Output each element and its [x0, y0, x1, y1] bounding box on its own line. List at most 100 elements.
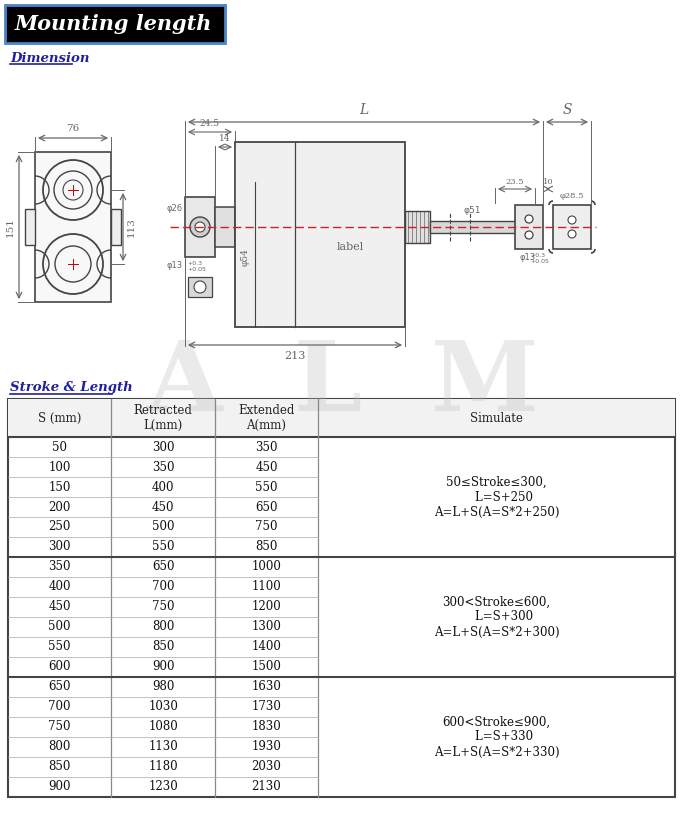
Text: 1300: 1300: [251, 620, 281, 633]
Text: φ13: φ13: [520, 253, 536, 262]
Text: 600<Stroke≤900,
    L=S+330
A=L+S(A=S*2+330): 600<Stroke≤900, L=S+330 A=L+S(A=S*2+330): [434, 716, 559, 758]
Text: 750: 750: [255, 520, 278, 534]
Text: 200: 200: [48, 501, 71, 514]
Text: φ13: φ13: [167, 261, 183, 270]
Text: 1130: 1130: [148, 740, 178, 753]
Text: L: L: [359, 103, 369, 117]
Text: 500: 500: [152, 520, 174, 534]
Text: 1630: 1630: [251, 681, 281, 694]
Text: 750: 750: [152, 600, 174, 614]
Text: Mounting length: Mounting length: [15, 14, 212, 34]
Text: 800: 800: [152, 620, 174, 633]
Text: 450: 450: [48, 600, 71, 614]
Circle shape: [190, 217, 210, 237]
Text: 1730: 1730: [251, 700, 281, 713]
Text: Dimension: Dimension: [10, 51, 89, 65]
Text: 350: 350: [48, 560, 71, 574]
Bar: [515, 205, 543, 249]
Text: φ51: φ51: [464, 206, 482, 215]
Text: 150: 150: [48, 480, 71, 493]
Text: A: A: [147, 337, 222, 431]
Text: 980: 980: [152, 681, 174, 694]
Text: 550: 550: [48, 641, 71, 654]
Text: L: L: [294, 337, 362, 431]
Text: 550: 550: [152, 541, 174, 553]
Text: 1830: 1830: [251, 721, 281, 734]
Bar: [215, 207, 235, 247]
Bar: [8, 399, 675, 437]
Text: 1180: 1180: [148, 761, 178, 774]
Text: 24.5: 24.5: [200, 119, 220, 128]
Bar: [405, 211, 430, 243]
Text: 700: 700: [152, 581, 174, 593]
Text: 50: 50: [52, 440, 67, 453]
Text: 850: 850: [255, 541, 278, 553]
Text: 1200: 1200: [251, 600, 281, 614]
Text: 800: 800: [48, 740, 71, 753]
Text: 450: 450: [255, 461, 278, 474]
Text: φ26: φ26: [167, 204, 183, 213]
Text: 14: 14: [219, 134, 231, 143]
Bar: [25, 209, 35, 245]
Text: +0.3
+0.05: +0.3 +0.05: [187, 261, 206, 272]
Bar: [185, 197, 215, 257]
Text: 1930: 1930: [251, 740, 281, 753]
Text: 50≤Stroke≤300,
    L=S+250
A=L+S(A=S*2+250): 50≤Stroke≤300, L=S+250 A=L+S(A=S*2+250): [434, 475, 559, 519]
Text: φ28.5: φ28.5: [560, 192, 584, 200]
Text: 900: 900: [48, 780, 71, 793]
Text: Stroke & Length: Stroke & Length: [10, 381, 133, 394]
Text: 650: 650: [255, 501, 278, 514]
Text: 1030: 1030: [148, 700, 178, 713]
Text: +0.3
+0.05: +0.3 +0.05: [530, 253, 549, 264]
Text: 850: 850: [48, 761, 71, 774]
Circle shape: [525, 215, 533, 223]
Text: S: S: [562, 103, 572, 117]
Bar: [5, 5, 225, 43]
Bar: [5, 5, 225, 43]
Text: 1500: 1500: [251, 660, 281, 673]
Circle shape: [194, 281, 206, 293]
Text: 1230: 1230: [148, 780, 178, 793]
Text: 600: 600: [48, 660, 71, 673]
Text: 300<Stroke≤600,
    L=S+300
A=L+S(A=S*2+300): 300<Stroke≤600, L=S+300 A=L+S(A=S*2+300): [434, 596, 559, 639]
Circle shape: [525, 231, 533, 239]
Text: 250: 250: [48, 520, 71, 534]
Text: 650: 650: [48, 681, 71, 694]
Text: 1100: 1100: [251, 581, 281, 593]
Text: S (mm): S (mm): [38, 412, 81, 425]
Text: 450: 450: [152, 501, 174, 514]
Text: Extended
A(mm): Extended A(mm): [238, 404, 294, 432]
Text: 300: 300: [152, 440, 174, 453]
Text: 650: 650: [152, 560, 174, 574]
Text: label: label: [336, 242, 363, 252]
Text: 700: 700: [48, 700, 71, 713]
Bar: [235, 142, 405, 327]
Text: 300: 300: [48, 541, 71, 553]
Text: 100: 100: [48, 461, 71, 474]
Bar: [111, 209, 121, 245]
Text: 1400: 1400: [251, 641, 281, 654]
Bar: [8, 399, 675, 797]
Text: 1080: 1080: [148, 721, 178, 734]
Text: 350: 350: [255, 440, 278, 453]
Text: 350: 350: [152, 461, 174, 474]
Text: 10: 10: [543, 178, 553, 186]
Circle shape: [568, 216, 576, 224]
Text: 151: 151: [6, 217, 15, 237]
Text: 550: 550: [255, 480, 278, 493]
Bar: [35, 152, 111, 302]
Text: φ54: φ54: [240, 248, 249, 266]
Text: 23.5: 23.5: [505, 178, 525, 186]
Text: 2030: 2030: [251, 761, 281, 774]
Circle shape: [195, 222, 205, 232]
Bar: [553, 205, 591, 249]
Text: Retracted
L(mm): Retracted L(mm): [134, 404, 193, 432]
Text: 213: 213: [284, 351, 306, 361]
Circle shape: [568, 230, 576, 238]
Bar: [430, 221, 515, 233]
Bar: [188, 277, 212, 297]
Text: 400: 400: [152, 480, 174, 493]
Text: 1000: 1000: [251, 560, 281, 574]
Text: 500: 500: [48, 620, 71, 633]
Text: 750: 750: [48, 721, 71, 734]
